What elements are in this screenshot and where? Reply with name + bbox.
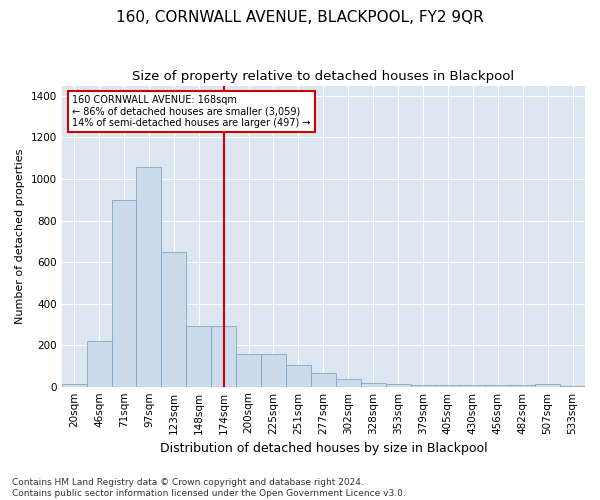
Bar — [261, 354, 286, 386]
Bar — [460, 384, 485, 386]
Bar — [62, 384, 86, 386]
Bar — [535, 384, 560, 386]
Text: Contains HM Land Registry data © Crown copyright and database right 2024.
Contai: Contains HM Land Registry data © Crown c… — [12, 478, 406, 498]
Bar — [410, 384, 436, 386]
Y-axis label: Number of detached properties: Number of detached properties — [15, 148, 25, 324]
Bar — [361, 382, 386, 386]
Bar — [336, 380, 361, 386]
Bar — [386, 384, 410, 386]
Bar — [136, 166, 161, 386]
Bar — [211, 326, 236, 386]
Bar — [311, 373, 336, 386]
Bar — [286, 365, 311, 386]
Bar — [86, 341, 112, 386]
Bar — [510, 384, 535, 386]
Bar — [485, 384, 510, 386]
Bar — [186, 326, 211, 386]
X-axis label: Distribution of detached houses by size in Blackpool: Distribution of detached houses by size … — [160, 442, 487, 455]
Text: 160, CORNWALL AVENUE, BLACKPOOL, FY2 9QR: 160, CORNWALL AVENUE, BLACKPOOL, FY2 9QR — [116, 10, 484, 25]
Bar — [112, 200, 136, 386]
Title: Size of property relative to detached houses in Blackpool: Size of property relative to detached ho… — [132, 70, 514, 83]
Bar — [236, 354, 261, 386]
Text: 160 CORNWALL AVENUE: 168sqm
← 86% of detached houses are smaller (3,059)
14% of : 160 CORNWALL AVENUE: 168sqm ← 86% of det… — [72, 94, 311, 128]
Bar — [436, 384, 460, 386]
Bar — [161, 252, 186, 386]
